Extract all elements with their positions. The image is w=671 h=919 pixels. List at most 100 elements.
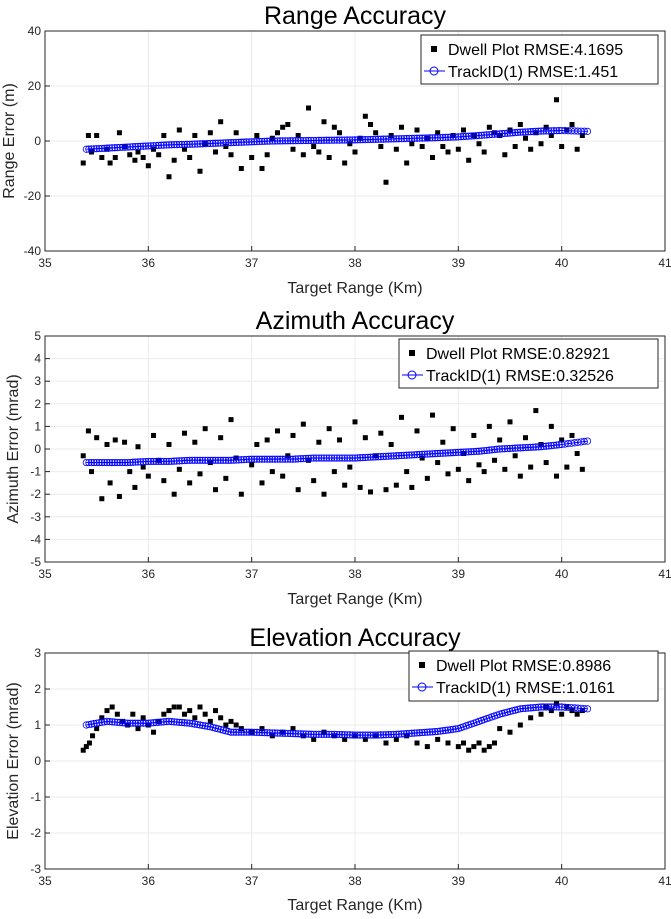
dwell-point xyxy=(393,482,399,488)
dwell-point xyxy=(259,166,265,171)
dwell-point xyxy=(357,484,363,490)
dwell-point xyxy=(228,718,234,724)
track-marker xyxy=(343,136,351,144)
track-marker xyxy=(454,448,462,456)
track-marker xyxy=(421,450,429,458)
track-marker xyxy=(403,134,411,143)
track-marker xyxy=(353,731,362,739)
track-marker xyxy=(136,719,145,727)
track-marker xyxy=(196,456,204,464)
dwell-point xyxy=(466,157,472,163)
track-marker xyxy=(583,127,592,135)
track-marker xyxy=(338,136,346,144)
dwell-point xyxy=(145,163,151,169)
dwell-point xyxy=(223,722,229,728)
track-marker xyxy=(392,730,400,738)
track-marker xyxy=(418,134,426,142)
x-tick-label: 40 xyxy=(555,256,569,270)
dwell-point xyxy=(528,464,534,470)
dwell-point xyxy=(543,124,549,130)
x-tick-label: 37 xyxy=(245,874,259,888)
track-marker xyxy=(116,143,124,152)
dwell-point xyxy=(218,715,224,721)
track-marker xyxy=(289,455,297,463)
dwell-point xyxy=(213,708,218,714)
track-marker xyxy=(320,730,328,738)
track-marker xyxy=(149,719,158,727)
track-marker xyxy=(508,444,517,452)
dwell-point xyxy=(564,127,570,133)
track-marker xyxy=(555,703,563,711)
track-marker xyxy=(555,127,563,135)
dwell-point xyxy=(476,141,482,147)
dwell-point xyxy=(419,144,425,149)
track-marker xyxy=(149,457,158,466)
dwell-point xyxy=(399,124,404,130)
track-marker xyxy=(258,728,266,737)
legend-marker-square xyxy=(419,662,425,668)
track-marker xyxy=(165,141,173,149)
track-marker xyxy=(408,134,416,142)
dwell-point xyxy=(280,729,286,735)
dwell-point xyxy=(192,439,198,445)
dwell-point xyxy=(543,460,549,466)
dwell-point xyxy=(254,441,260,447)
track-marker xyxy=(547,127,555,135)
track-marker xyxy=(423,450,431,458)
track-marker xyxy=(418,728,426,737)
dwell-point xyxy=(85,133,91,138)
track-marker xyxy=(346,454,354,462)
x-tick-label: 38 xyxy=(348,256,362,270)
track-marker xyxy=(90,720,98,728)
track-marker xyxy=(297,455,305,463)
dwell-point xyxy=(523,435,528,441)
dwell-point xyxy=(461,740,466,746)
x-tick-label: 37 xyxy=(245,256,259,270)
track-marker xyxy=(315,454,323,462)
track-marker xyxy=(361,136,369,144)
dwell-point xyxy=(445,471,451,477)
track-marker xyxy=(379,135,388,143)
track-marker xyxy=(488,130,496,139)
dwell-point xyxy=(269,469,275,475)
dwell-point xyxy=(207,718,213,724)
track-marker xyxy=(330,454,338,462)
track-marker xyxy=(583,437,592,445)
track-marker xyxy=(325,454,333,462)
track-marker xyxy=(302,136,310,145)
track-marker xyxy=(322,730,331,738)
track-marker xyxy=(534,703,543,711)
range-chart-title: Range Accuracy xyxy=(264,2,447,30)
track-marker xyxy=(255,728,264,737)
dwell-point xyxy=(135,149,141,155)
track-marker xyxy=(105,144,114,152)
track-marker xyxy=(353,136,362,144)
track-marker xyxy=(266,729,274,737)
track-marker xyxy=(428,450,437,458)
dwell-point xyxy=(114,711,120,717)
track-marker xyxy=(214,139,222,147)
dwell-point xyxy=(574,451,580,457)
track-marker xyxy=(341,136,349,144)
dwell-point xyxy=(564,464,570,470)
dwell-point xyxy=(533,408,539,414)
track-marker xyxy=(529,127,537,136)
track-marker xyxy=(328,136,336,144)
dwell-point xyxy=(109,704,115,710)
track-marker xyxy=(260,729,269,737)
track-marker xyxy=(431,728,439,736)
track-marker xyxy=(542,442,550,450)
dwell-point xyxy=(435,130,441,136)
dwell-point xyxy=(254,133,260,138)
track-marker xyxy=(219,456,227,464)
track-marker xyxy=(359,454,367,462)
dwell-point xyxy=(223,475,229,481)
track-marker xyxy=(426,728,434,736)
track-marker xyxy=(369,731,377,739)
track-marker xyxy=(93,145,101,153)
x-tick-label: 36 xyxy=(142,256,156,270)
dwell-point xyxy=(440,439,446,445)
dwell-point xyxy=(538,141,544,147)
track-marker xyxy=(542,703,550,711)
track-marker xyxy=(395,730,403,738)
